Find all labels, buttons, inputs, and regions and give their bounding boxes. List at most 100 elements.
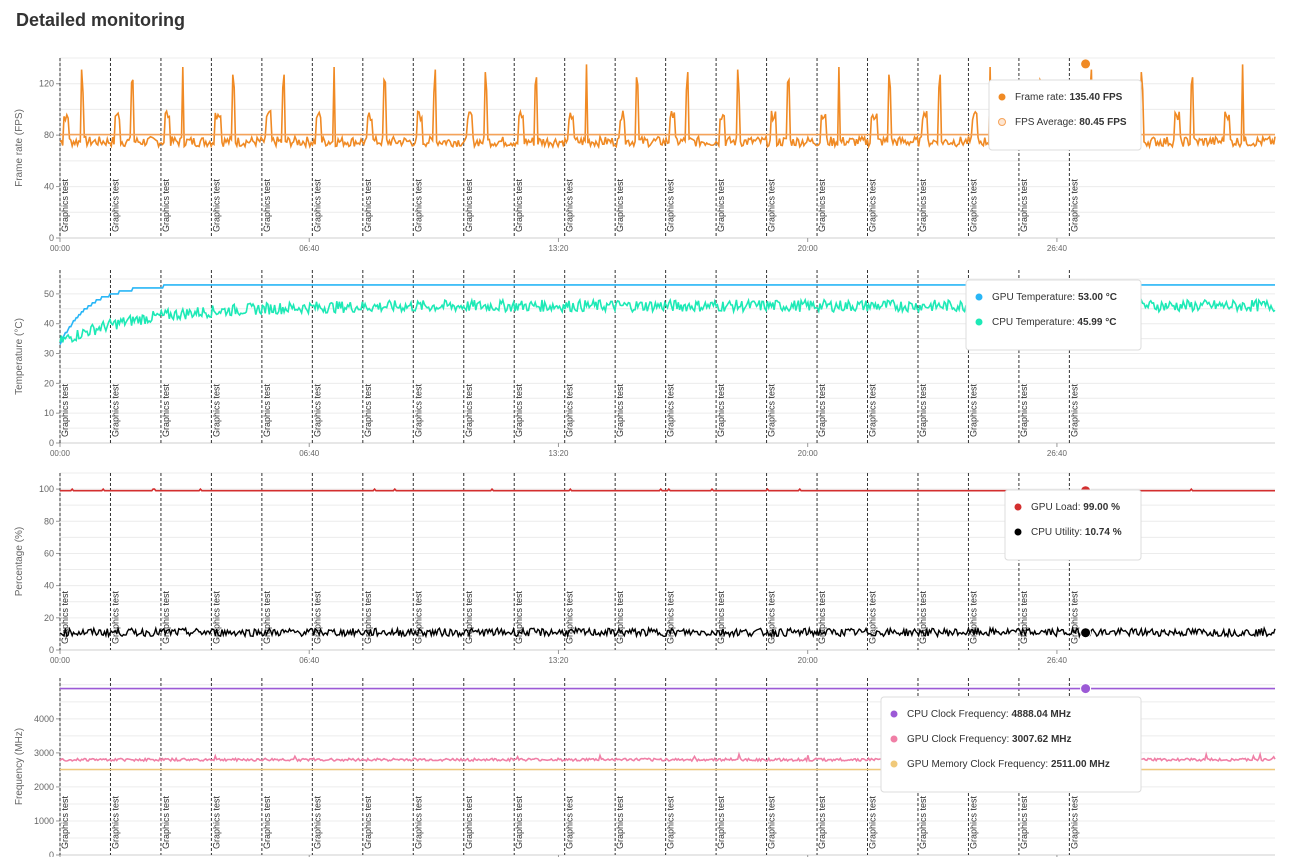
test-marker-label: Graphics test xyxy=(514,178,524,232)
x-tick-label: 13:20 xyxy=(548,449,569,458)
test-marker-label: Graphics test xyxy=(817,795,827,849)
test-marker-label: Graphics test xyxy=(363,590,373,644)
y-tick-label: 40 xyxy=(44,319,54,329)
test-marker-label: Graphics test xyxy=(666,795,676,849)
x-tick-label: 13:20 xyxy=(548,656,569,665)
tooltip-swatch-gpu_load xyxy=(1014,503,1022,511)
test-marker-label: Graphics test xyxy=(666,383,676,437)
test-marker-label: Graphics test xyxy=(716,383,726,437)
test-marker-label: Graphics test xyxy=(514,795,524,849)
y-axis-label: Frequency (MHz) xyxy=(14,728,25,805)
test-marker-label: Graphics test xyxy=(464,795,474,849)
test-marker-label: Graphics test xyxy=(767,178,777,232)
y-tick-label: 40 xyxy=(44,182,54,192)
test-marker-label: Graphics test xyxy=(868,178,878,232)
tooltip-entry-gpu_clock: GPU Clock Frequency: 3007.62 MHz xyxy=(907,734,1072,745)
tooltip-value: 45.99 °C xyxy=(1077,317,1116,328)
test-marker-label: Graphics test xyxy=(868,795,878,849)
test-marker-label: Graphics test xyxy=(262,383,272,437)
test-marker-label: Graphics test xyxy=(262,590,272,644)
test-marker-label: Graphics test xyxy=(968,795,978,849)
test-marker-label: Graphics test xyxy=(968,590,978,644)
y-tick-label: 50 xyxy=(44,289,54,299)
test-marker-label: Graphics test xyxy=(615,795,625,849)
page-title: Detailed monitoring xyxy=(16,10,186,30)
test-marker-label: Graphics test xyxy=(211,178,221,232)
tooltip-entry-fps_avg: FPS Average: 80.45 FPS xyxy=(1015,117,1127,128)
test-marker-label: Graphics test xyxy=(918,795,928,849)
y-tick-label: 10 xyxy=(44,408,54,418)
test-marker-label: Graphics test xyxy=(716,795,726,849)
test-marker-label: Graphics test xyxy=(60,178,70,232)
test-marker-label: Graphics test xyxy=(60,590,70,644)
tooltip-swatch-cpu_temp xyxy=(975,318,983,326)
tooltip-entry-gpu_temp: GPU Temperature: 53.00 °C xyxy=(992,292,1117,303)
x-tick-label: 26:40 xyxy=(1047,656,1068,665)
y-tick-label: 1000 xyxy=(34,816,54,826)
test-marker-label: Graphics test xyxy=(716,178,726,232)
chart-panel-3: 0 20 40 60 80 100 Percentage (%) 00:00 06:40 13:2… xyxy=(14,472,1276,665)
tooltip-swatch-cpu_clock xyxy=(890,710,898,718)
y-axis-label: Frame rate (FPS) xyxy=(14,109,25,187)
tooltip-box xyxy=(1004,489,1142,561)
test-marker-label: Graphics test xyxy=(312,795,322,849)
test-marker-label: Graphics test xyxy=(413,383,423,437)
y-tick-label: 3000 xyxy=(34,748,54,758)
x-tick-label: 06:40 xyxy=(299,449,320,458)
y-axis-label: Temperature (°C) xyxy=(14,318,25,395)
test-marker-label: Graphics test xyxy=(767,383,777,437)
x-tick-label: 13:20 xyxy=(548,244,569,253)
test-marker-label: Graphics test xyxy=(968,178,978,232)
test-marker-label: Graphics test xyxy=(110,795,120,849)
y-axis-label: Percentage (%) xyxy=(14,527,25,596)
test-marker-label: Graphics test xyxy=(363,178,373,232)
tooltip-swatch-gpu_mem_clock xyxy=(890,760,898,768)
test-marker-label: Graphics test xyxy=(363,383,373,437)
tooltip-entry-fps: Frame rate: 135.40 FPS xyxy=(1015,92,1123,103)
test-marker-label: Graphics test xyxy=(868,590,878,644)
test-marker-label: Graphics test xyxy=(565,795,575,849)
test-marker-label: Graphics test xyxy=(110,178,120,232)
y-tick-label: 0 xyxy=(49,645,54,655)
test-marker-label: Graphics test xyxy=(565,590,575,644)
test-marker-label: Graphics test xyxy=(312,383,322,437)
test-marker-label: Graphics test xyxy=(464,383,474,437)
tooltip-label: Frame rate: xyxy=(1015,92,1069,103)
test-marker-label: Graphics test xyxy=(615,383,625,437)
test-marker-label: Graphics test xyxy=(1069,795,1079,849)
test-marker-label: Graphics test xyxy=(767,590,777,644)
test-marker-label: Graphics test xyxy=(262,178,272,232)
chart-panel-1: 0 40 80 120 Frame rate (FPS) 00:00 06:40 13:20 2… xyxy=(14,57,1276,253)
test-marker-label: Graphics test xyxy=(716,590,726,644)
chart-panel-2: 0 10 20 30 40 50 Temperature (°C) 00:00 06:40 13:… xyxy=(14,270,1276,458)
test-marker-label: Graphics test xyxy=(1019,590,1029,644)
tooltip-box xyxy=(965,279,1142,351)
test-marker-label: Graphics test xyxy=(918,178,928,232)
test-marker-label: Graphics test xyxy=(1069,383,1079,437)
test-marker-label: Graphics test xyxy=(615,590,625,644)
tooltip-entry-gpu_mem_clock: GPU Memory Clock Frequency: 2511.00 MHz xyxy=(907,759,1110,770)
test-marker-label: Graphics test xyxy=(666,590,676,644)
tooltip-label: GPU Load: xyxy=(1031,502,1083,513)
y-tick-label: 120 xyxy=(39,79,54,89)
tooltip-value: 2511.00 MHz xyxy=(1051,759,1110,770)
test-marker-label: Graphics test xyxy=(817,383,827,437)
x-tick-label: 00:00 xyxy=(50,656,71,665)
test-marker-label: Graphics test xyxy=(565,178,575,232)
x-tick-label: 26:40 xyxy=(1047,244,1068,253)
tooltip-label: CPU Temperature: xyxy=(992,317,1077,328)
test-marker-label: Graphics test xyxy=(464,178,474,232)
test-marker-label: Graphics test xyxy=(1019,383,1029,437)
tooltip-swatch-gpu_temp xyxy=(975,293,983,301)
test-marker-label: Graphics test xyxy=(565,383,575,437)
test-marker-label: Graphics test xyxy=(413,590,423,644)
tooltip-entry-gpu_load: GPU Load: 99.00 % xyxy=(1031,502,1120,513)
test-marker-label: Graphics test xyxy=(1069,178,1079,232)
test-marker-label: Graphics test xyxy=(60,383,70,437)
test-marker-label: Graphics test xyxy=(1019,178,1029,232)
tooltip-value: 99.00 % xyxy=(1083,502,1120,513)
tooltip-box xyxy=(988,79,1142,151)
test-marker-label: Graphics test xyxy=(312,178,322,232)
test-marker-label: Graphics test xyxy=(413,795,423,849)
